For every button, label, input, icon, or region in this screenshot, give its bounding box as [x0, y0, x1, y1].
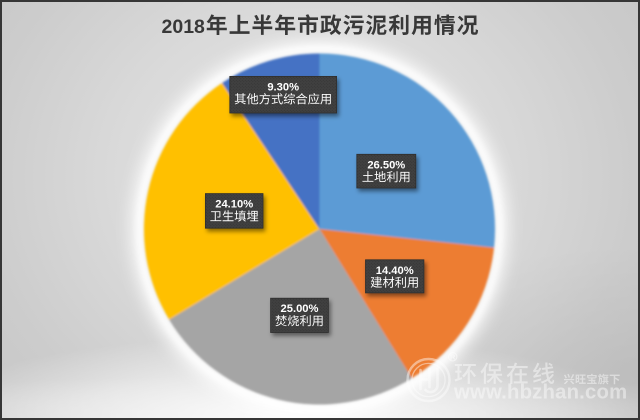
svg-text:26.50%: 26.50%: [367, 159, 405, 171]
svg-text:14.40%: 14.40%: [376, 265, 414, 277]
svg-text:25.00%: 25.00%: [281, 303, 319, 315]
svg-text:24.10%: 24.10%: [215, 199, 253, 211]
svg-text:R: R: [450, 353, 456, 362]
svg-text:9.30%: 9.30%: [267, 81, 299, 93]
svg-text:www.hbzhan.com: www.hbzhan.com: [453, 381, 627, 403]
svg-text:2018: 2018: [162, 16, 206, 38]
